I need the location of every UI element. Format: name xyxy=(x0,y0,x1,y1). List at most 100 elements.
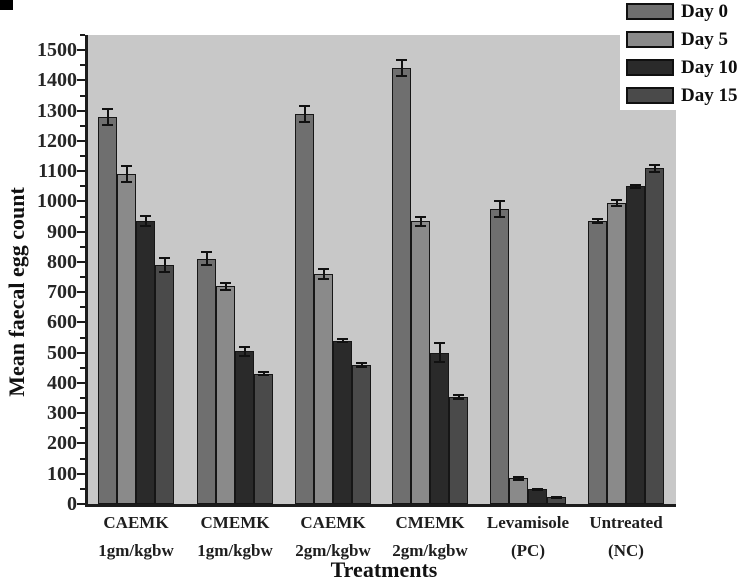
error-bar-cap xyxy=(513,478,524,481)
bar-day10-group5 xyxy=(528,489,547,504)
legend-row-day5: Day 5 xyxy=(626,30,742,49)
y-tick-label: 800 xyxy=(47,250,77,273)
x-tick-label-line2: 2gm/kgbw xyxy=(392,541,468,560)
error-bar-cap xyxy=(434,342,445,345)
error-bar-cap xyxy=(102,123,113,126)
y-major-tick xyxy=(77,139,85,142)
x-tick-label: CAEMK 1gm/kgbw xyxy=(76,509,196,565)
error-bar-line xyxy=(303,104,306,123)
y-tick-label: 1000 xyxy=(37,190,77,213)
x-tick-label-line1: CMEMK xyxy=(395,513,465,532)
x-tick-label: CMEMK 1gm/kgbw xyxy=(175,509,295,565)
error-bar-cap xyxy=(140,225,151,228)
error-bar-cap xyxy=(592,218,603,221)
bar-day10-group3 xyxy=(333,340,352,504)
y-minor-tick xyxy=(80,427,85,430)
error-bar-cap xyxy=(121,181,132,184)
error-bar-line xyxy=(360,361,363,368)
error-bar xyxy=(239,345,250,357)
y-major-tick xyxy=(77,109,85,112)
error-bar-cap xyxy=(611,204,622,207)
y-major-tick xyxy=(77,291,85,294)
bar-day15-group6 xyxy=(645,168,664,504)
legend-label-day15: Day 15 xyxy=(681,85,738,106)
error-bar xyxy=(396,59,407,78)
error-bar-line xyxy=(400,59,403,78)
bar-day0-group1 xyxy=(98,116,117,504)
error-bar-cap xyxy=(258,371,269,374)
y-minor-tick xyxy=(80,64,85,67)
error-bar-cap xyxy=(494,216,505,219)
y-major-tick xyxy=(77,49,85,52)
error-bar-cap xyxy=(239,345,250,348)
corner-mark xyxy=(0,0,13,10)
error-bar-cap xyxy=(318,278,329,281)
error-bar xyxy=(220,281,231,291)
y-tick-label: 300 xyxy=(47,402,77,425)
y-minor-tick xyxy=(80,306,85,309)
y-major-tick xyxy=(77,472,85,475)
y-tick-label: 900 xyxy=(47,220,77,243)
error-bar-cap xyxy=(318,267,329,270)
y-tick-label: 200 xyxy=(47,432,77,455)
bar-day5-group6 xyxy=(607,202,626,504)
y-major-tick xyxy=(77,79,85,82)
bar-day0-group6 xyxy=(588,221,607,504)
error-bar-cap xyxy=(434,361,445,364)
y-major-tick xyxy=(77,200,85,203)
error-bar-cap xyxy=(102,107,113,110)
bar-day10-group6 xyxy=(626,186,645,504)
y-major-tick xyxy=(77,170,85,173)
y-tick-label: 1300 xyxy=(37,99,77,122)
bar-day15-group3 xyxy=(352,364,371,504)
error-bar-line xyxy=(341,338,344,343)
y-major-tick xyxy=(77,260,85,263)
y-tick-label: 400 xyxy=(47,371,77,394)
y-minor-tick xyxy=(80,336,85,339)
legend-label-day10: Day 10 xyxy=(681,57,738,78)
y-tick-label: 1500 xyxy=(37,39,77,62)
error-bar-cap xyxy=(630,186,641,189)
x-axis-title: Treatments xyxy=(330,557,438,582)
error-bar-cap xyxy=(220,288,231,291)
y-minor-tick xyxy=(80,366,85,369)
error-bar-line xyxy=(419,215,422,227)
y-tick-label: 1100 xyxy=(38,160,77,183)
day5-swatch-icon xyxy=(626,31,674,48)
y-tick-label: 700 xyxy=(47,281,77,304)
error-bar-line xyxy=(243,345,246,357)
x-tick-label: CMEMK 2gm/kgbw xyxy=(370,509,490,565)
error-bar xyxy=(356,361,367,368)
x-tick-label-line1: CAEMK xyxy=(103,513,169,532)
error-bar-cap xyxy=(649,170,660,173)
bar-day15-group4 xyxy=(449,396,468,504)
bar-group xyxy=(392,68,468,504)
error-bar xyxy=(551,496,562,499)
error-bar-cap xyxy=(396,59,407,62)
x-tick-label-line2: (PC) xyxy=(511,541,545,560)
error-bar-line xyxy=(262,371,265,377)
bar-group xyxy=(197,258,273,504)
y-minor-tick xyxy=(80,276,85,279)
error-bar-cap xyxy=(494,199,505,202)
y-tick-label: 500 xyxy=(47,341,77,364)
error-bar-cap xyxy=(201,264,212,267)
x-tick-label-line2: 1gm/kgbw xyxy=(197,541,273,560)
error-bar xyxy=(513,475,524,481)
bar-day15-group1 xyxy=(155,264,174,504)
error-bar xyxy=(434,342,445,364)
bar-group xyxy=(588,168,664,504)
y-minor-tick xyxy=(80,245,85,248)
error-bar-line xyxy=(144,215,147,228)
error-bar xyxy=(649,163,660,173)
error-bar-cap xyxy=(649,163,660,166)
x-tick-label-line1: Levamisole xyxy=(486,513,570,532)
error-bar-cap xyxy=(630,183,641,186)
error-bar-cap xyxy=(513,475,524,478)
legend-row-day0: Day 0 xyxy=(626,2,742,21)
error-bar xyxy=(102,107,113,126)
day10-swatch-icon xyxy=(626,59,674,76)
error-bar-cap xyxy=(258,374,269,377)
y-minor-tick xyxy=(80,397,85,400)
